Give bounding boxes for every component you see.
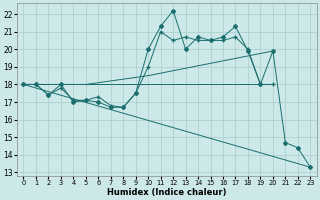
X-axis label: Humidex (Indice chaleur): Humidex (Indice chaleur) [107,188,227,197]
